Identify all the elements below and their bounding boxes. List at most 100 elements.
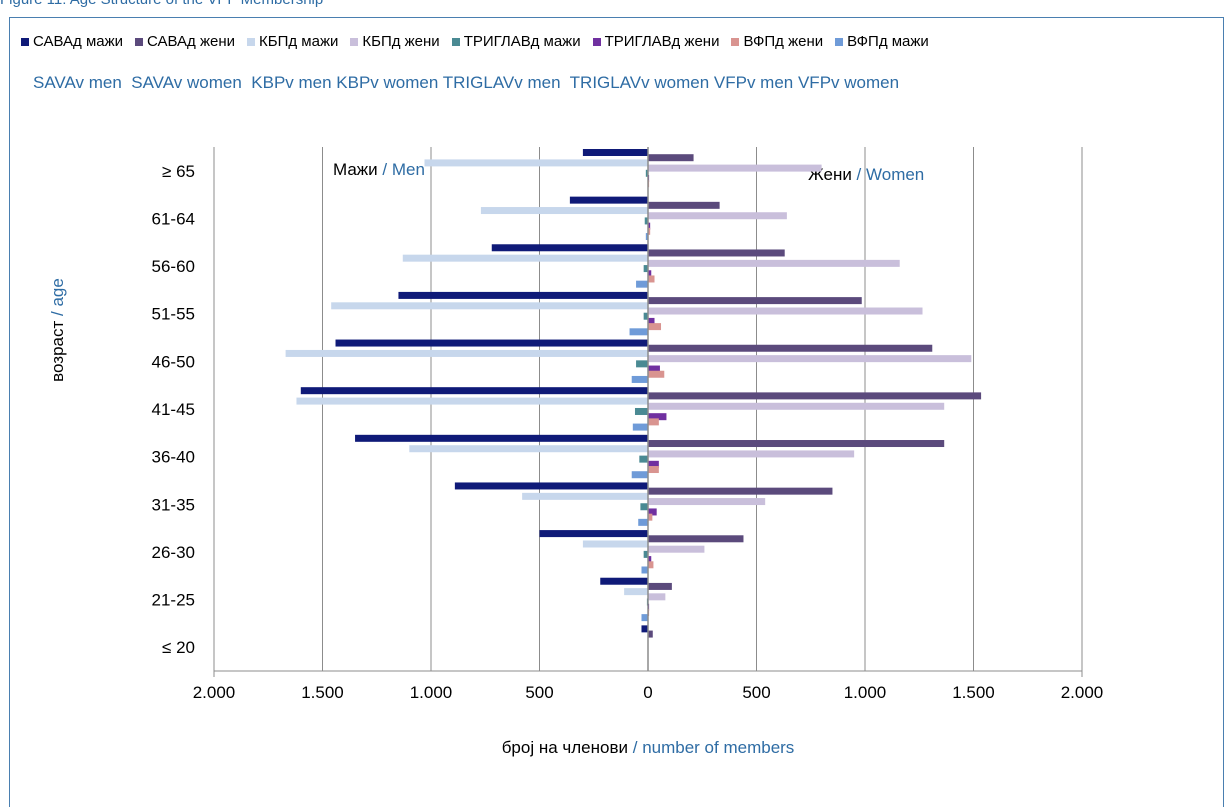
y-tick-label: 31-35: [152, 495, 195, 514]
bar: [648, 392, 982, 400]
bar: [582, 149, 648, 156]
x-tick-label: 0: [643, 683, 652, 702]
bar: [648, 323, 662, 331]
legend-swatch: [451, 37, 460, 46]
chart-frame: [9, 17, 1224, 807]
bar: [636, 360, 648, 368]
x-tick-label: 500: [525, 683, 553, 702]
legend-item: КБПд мажи: [247, 33, 338, 50]
bar: [648, 508, 657, 516]
bar: [632, 423, 648, 431]
bar: [648, 402, 945, 410]
bar: [648, 317, 655, 325]
bar: [648, 460, 659, 468]
bar: [643, 550, 648, 558]
bar: [641, 566, 648, 574]
bar: [648, 370, 665, 378]
bar: [648, 222, 651, 230]
bar: [629, 328, 648, 336]
bar: [648, 535, 744, 543]
legend-item: КБПд жени: [350, 33, 440, 50]
bar: [648, 164, 822, 172]
legend-label: ВФПд мажи: [847, 33, 929, 50]
legend-swatch: [247, 37, 255, 46]
legend-label: КБПд мажи: [259, 33, 339, 50]
bar: [648, 593, 666, 601]
bar: [539, 530, 648, 538]
bar: [582, 540, 648, 548]
legend-swatch: [21, 37, 29, 46]
bar: [643, 312, 648, 320]
x-tick-label: 1.000: [410, 683, 453, 702]
bar: [648, 513, 653, 521]
bar: [648, 630, 653, 638]
legend-item: САВАд жени: [135, 33, 235, 50]
bar: [569, 196, 648, 204]
legend-label: САВАд мажи: [33, 33, 124, 50]
bar: [335, 339, 648, 347]
bar: [636, 280, 648, 288]
x-tick-label: 1.000: [844, 683, 887, 702]
legend-swatch: [731, 37, 740, 46]
bar: [631, 471, 648, 479]
y-tick-label: 51-55: [152, 305, 195, 324]
y-tick-label: 56-60: [152, 257, 195, 276]
bar: [648, 556, 652, 564]
legend-english: SAVAv men SAVAv women KBPv men KBPv wome…: [33, 73, 900, 92]
bar: [639, 455, 648, 463]
bar: [409, 445, 648, 453]
men-annotation-mk: Мажи: [333, 160, 378, 179]
bar: [285, 349, 648, 357]
bar: [480, 207, 648, 215]
bar: [296, 397, 648, 405]
bar: [648, 270, 652, 278]
legend-label: КБПд жени: [362, 33, 440, 50]
bar: [648, 418, 659, 426]
bar: [648, 440, 945, 448]
bar: [648, 212, 787, 220]
bar: [624, 588, 648, 596]
bar: [648, 582, 672, 590]
legend-label: ВФПд жени: [743, 33, 824, 50]
bar: [648, 355, 972, 363]
y-tick-label: ≥ 65: [162, 162, 195, 181]
y-tick-label: ≤ 20: [162, 638, 195, 657]
bar: [398, 291, 648, 299]
bar: [648, 344, 933, 352]
x-tick-label: 1.500: [952, 683, 995, 702]
men-annotation: Мажи / Men: [333, 160, 425, 180]
bar: [641, 614, 648, 622]
bar: [648, 227, 651, 235]
y-tick-label: 61-64: [152, 209, 195, 228]
bar: [645, 169, 648, 177]
bar: [648, 466, 659, 474]
legend-swatch: [592, 37, 601, 46]
bar: [648, 413, 667, 421]
bar: [648, 249, 785, 257]
bar: [454, 482, 648, 490]
x-tick-label: 2.000: [193, 683, 236, 702]
legend-item: САВАд мажи: [21, 33, 123, 50]
women-annotation-en: / Women: [851, 165, 925, 184]
legend-label: ТРИГЛАВд жени: [604, 33, 720, 50]
bar: [600, 577, 648, 585]
legend-item: ВФПд мажи: [835, 33, 929, 50]
x-axis-label-mk: број на членови: [501, 738, 629, 757]
x-tick-label: 500: [742, 683, 770, 702]
legend-item: ТРИГЛАВд жени: [592, 33, 720, 50]
bar: [355, 434, 648, 442]
y-tick-label: 36-40: [152, 448, 195, 467]
bar: [331, 302, 648, 310]
y-tick-label: 26-30: [152, 543, 195, 562]
x-axis-label: број на членови / number of members: [502, 738, 795, 758]
bar: [648, 297, 862, 305]
bar: [522, 492, 648, 500]
bar: [648, 487, 833, 495]
bar: [648, 450, 855, 458]
x-tick-label: 2.000: [1061, 683, 1104, 702]
y-tick-label: 21-25: [152, 591, 195, 610]
bar: [634, 407, 648, 415]
legend: САВАд мажи САВАд жени КБПд мажи КБПд жени ТР…: [21, 33, 941, 50]
bar: [491, 244, 648, 252]
